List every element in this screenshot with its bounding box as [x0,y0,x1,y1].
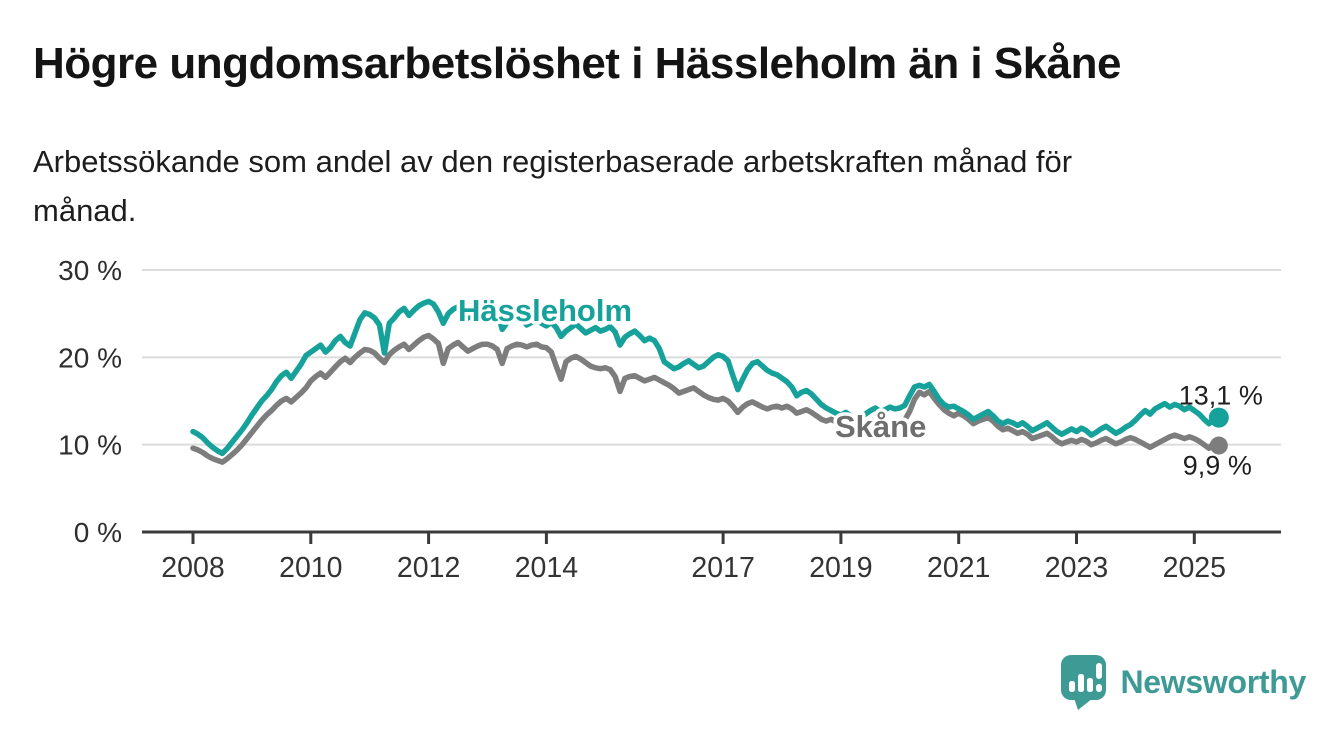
end-dot-hassleholm [1208,407,1229,428]
x-axis-tick-label: 2008 [161,552,224,584]
y-axis-tick-label: 20 % [58,342,122,373]
x-axis-tick-label: 2010 [279,552,342,584]
brand-name: Newsworthy [1120,663,1307,700]
logo-exclamation-icon [1095,663,1102,679]
y-axis-tick-label: 0 % [74,517,122,548]
y-axis-tick-label: 10 % [58,430,122,461]
subtitle-line-1: Arbetssökande som andel av den registerb… [33,144,1073,179]
logo-exclamation-dot-icon [1095,684,1102,692]
logo-bubble-tail [1073,698,1093,710]
x-axis-tick-label: 2019 [809,552,872,584]
x-axis-tick-label: 2025 [1163,552,1226,584]
x-axis-tick-label: 2017 [691,552,754,584]
newsworthy-logo-icon [1060,655,1106,710]
logo-bar-icon [1077,674,1084,692]
end-value-label-hassleholm: 13,1 % [1179,381,1263,411]
subtitle-line-2: månad. [33,192,137,228]
page-title: Högre ungdomsarbetslöshet i Hässleholm ä… [33,39,1122,88]
logo-bar-icon [1086,678,1093,692]
x-axis-tick-label: 2023 [1045,552,1108,584]
logo-bar-icon [1068,681,1075,692]
unemployment-line-chart: 0 % 10 % 20 % 30 % 2008 2010 2012 2014 2017 2019 2… [58,255,1281,584]
y-axis-tick-label: 30 % [58,255,122,286]
series-label-hassleholm: Hässleholm [458,293,632,328]
end-dot-skane [1209,436,1228,455]
series-line-skane [190,332,1222,465]
end-value-label-skane: 9,9 % [1183,451,1252,481]
x-axis-tick-label: 2012 [397,552,460,584]
x-axis-tick-label: 2014 [515,552,579,584]
x-axis-tick-label: 2021 [927,552,990,584]
page-subtitle: Arbetssökande som andel av den registerb… [33,138,1273,236]
series-line-hassleholm [190,298,1222,457]
newsworthy-logo: Newsworthy [1060,654,1307,710]
series-label-skane: Skåne [835,409,926,444]
